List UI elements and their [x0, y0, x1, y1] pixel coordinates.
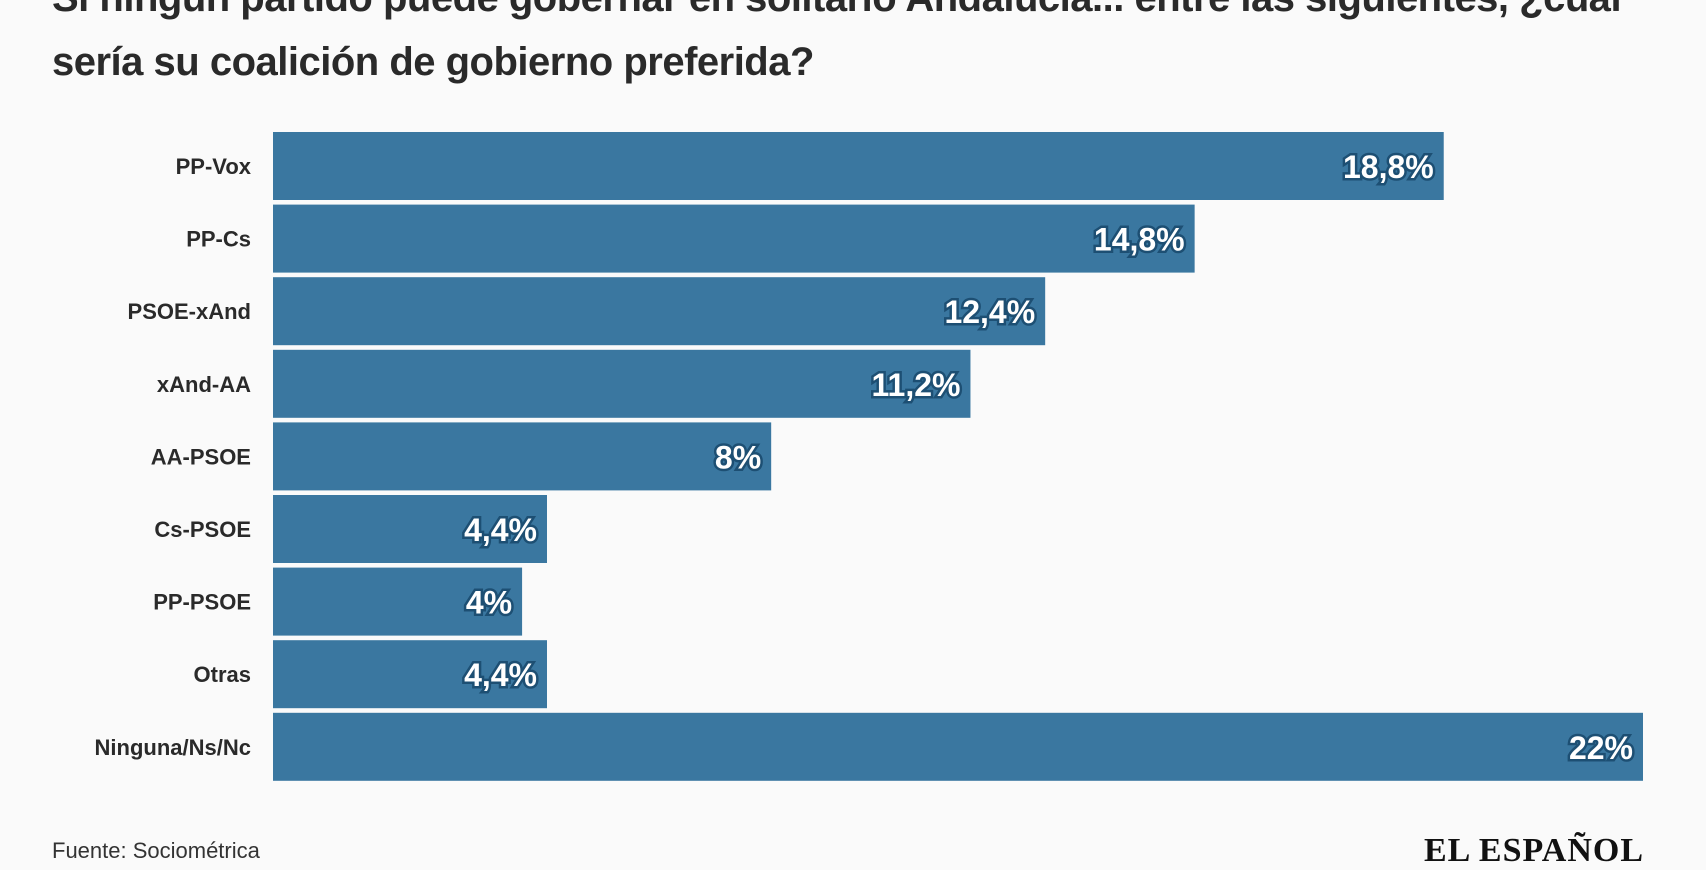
value-label: 8% — [715, 439, 761, 475]
bar-cs-psoe — [273, 495, 547, 563]
category-label: PP-Cs — [186, 227, 251, 252]
value-label: 18,8% — [1343, 149, 1434, 185]
value-label: 4,4% — [464, 657, 537, 693]
bar-pp-psoe — [273, 567, 523, 636]
category-label: Otras — [194, 662, 251, 687]
category-label: AA-PSOE — [151, 444, 251, 469]
category-label: PSOE-xAnd — [128, 299, 251, 324]
category-label: PP-Vox — [176, 154, 252, 179]
category-label: Cs-PSOE — [154, 517, 251, 542]
value-label: 4,4% — [464, 512, 537, 548]
el-espanol-logo: EL ESPAÑOL — [1423, 832, 1644, 869]
bar-pp-vox — [273, 132, 1444, 200]
category-label: xAnd-AA — [157, 372, 251, 397]
bar-xand-aa — [273, 349, 971, 418]
value-label: 14,8% — [1094, 222, 1185, 258]
bar-ninguna-ns-nc — [273, 712, 1643, 781]
bar-aa-psoe — [273, 422, 772, 491]
value-label: 22% — [1569, 730, 1633, 766]
value-label: 12,4% — [944, 294, 1035, 330]
category-label: Ninguna/Ns/Nc — [95, 735, 251, 760]
value-label: 11,2% — [871, 367, 960, 403]
chart-title: Si ningún partido puede gobernar en soli… — [52, 0, 1622, 84]
category-label: PP-PSOE — [153, 590, 251, 615]
bar-pp-cs — [273, 204, 1195, 273]
bar-otras — [273, 640, 547, 709]
source-note: Fuente: Sociométrica — [52, 838, 260, 863]
value-label: 4% — [466, 585, 512, 621]
bar-psoe-xand — [273, 277, 1046, 346]
